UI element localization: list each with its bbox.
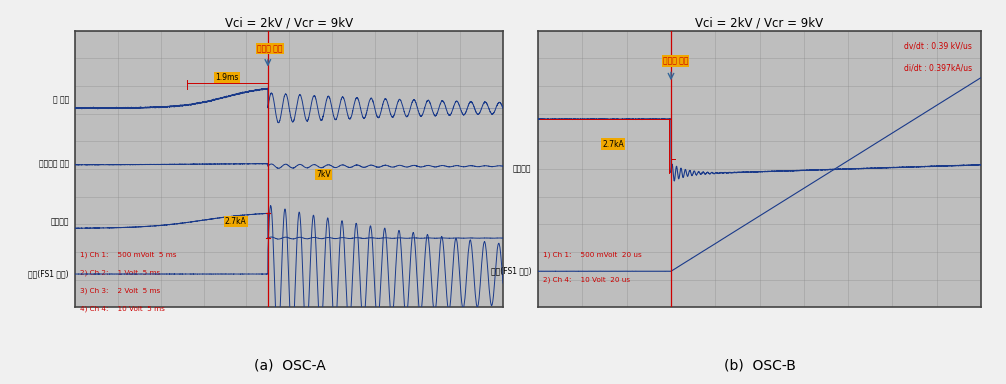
Text: di/dt : 0.397kA/us: di/dt : 0.397kA/us [903, 64, 972, 73]
Text: 역전류 중단: 역전류 중단 [663, 56, 688, 66]
Title: Vci = 2kV / Vcr = 9kV: Vci = 2kV / Vcr = 9kV [695, 17, 824, 30]
Text: (a)  OSC-A: (a) OSC-A [254, 359, 326, 372]
Text: 고장전류: 고장전류 [50, 217, 69, 226]
Text: 통순코일 전류: 통순코일 전류 [39, 159, 69, 168]
Text: 2.7kA: 2.7kA [225, 217, 246, 226]
Text: 2) Ch 4:    10 Volt  20 us: 2) Ch 4: 10 Volt 20 us [542, 277, 630, 283]
Text: 고장전류: 고장전류 [513, 164, 531, 174]
Text: 1.9ms: 1.9ms [215, 73, 238, 82]
Text: 역전류 중단: 역전류 중단 [258, 44, 283, 53]
Text: dv/dt : 0.39 kV/us: dv/dt : 0.39 kV/us [904, 42, 972, 51]
Text: 4) Ch 4:    10 Volt  5 ms: 4) Ch 4: 10 Volt 5 ms [79, 306, 165, 312]
Text: 전압(FS1 전단): 전압(FS1 전단) [28, 270, 69, 278]
Text: 2.7kA: 2.7kA [603, 139, 625, 149]
Text: 2) Ch 2:    1 Volt  5 ms: 2) Ch 2: 1 Volt 5 ms [79, 270, 160, 276]
Text: 3) Ch 3:    2 Volt  5 ms: 3) Ch 3: 2 Volt 5 ms [79, 288, 160, 295]
Text: 전압(FS1 전단): 전압(FS1 전단) [491, 267, 531, 276]
Text: 1) Ch 1:    500 mVolt  20 us: 1) Ch 1: 500 mVolt 20 us [542, 252, 642, 258]
Text: (b)  OSC-B: (b) OSC-B [723, 359, 796, 372]
Text: 7kV: 7kV [316, 170, 331, 179]
Text: 1) Ch 1:    500 mVolt  5 ms: 1) Ch 1: 500 mVolt 5 ms [79, 252, 176, 258]
Title: Vci = 2kV / Vcr = 9kV: Vci = 2kV / Vcr = 9kV [225, 17, 353, 30]
Text: 역 전류: 역 전류 [52, 95, 69, 104]
